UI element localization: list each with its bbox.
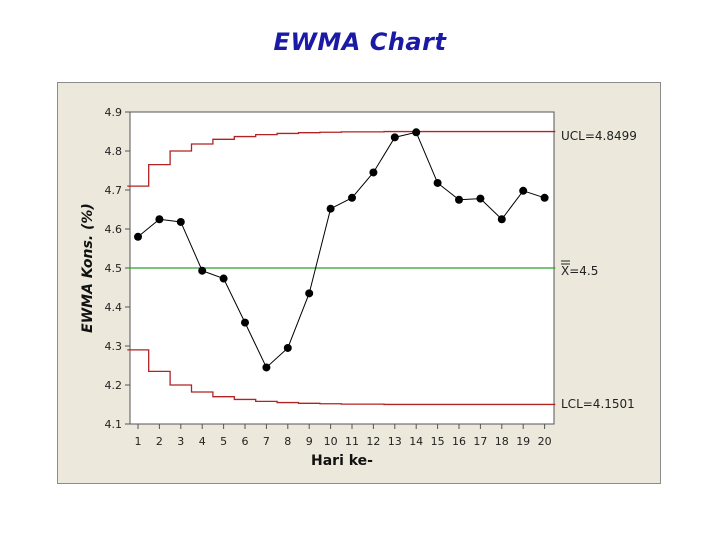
x-tick-label: 8 xyxy=(284,435,291,448)
x-tick-label: 7 xyxy=(263,435,270,448)
x-tick-label: 1 xyxy=(135,435,142,448)
x-tick-label: 20 xyxy=(538,435,552,448)
x-tick-label: 11 xyxy=(345,435,359,448)
ewma-point xyxy=(433,178,442,187)
x-tick-label: 17 xyxy=(473,435,487,448)
y-tick-label: 4.4 xyxy=(105,301,123,314)
x-tick-label: 9 xyxy=(306,435,313,448)
ewma-point xyxy=(476,194,485,203)
x-tick-label: 3 xyxy=(177,435,184,448)
ewma-point xyxy=(540,193,549,202)
ucl-step-line xyxy=(127,130,556,187)
x-tick-label: 10 xyxy=(324,435,338,448)
x-tick-label: 13 xyxy=(388,435,402,448)
ewma-point xyxy=(134,232,142,241)
x-tick-label: 4 xyxy=(199,435,206,448)
x-tick-label: 6 xyxy=(242,435,249,448)
y-tick-label: 4.1 xyxy=(105,418,123,431)
ucl-line xyxy=(127,130,556,187)
y-tick-label: 4.6 xyxy=(105,223,123,236)
y-tick-label: 4.8 xyxy=(105,145,123,158)
lcl-label: LCL=4.1501 xyxy=(561,397,635,411)
center-value: =4.5 xyxy=(569,264,598,278)
y-tick-label: 4.2 xyxy=(105,379,123,392)
lcl-line xyxy=(127,349,556,406)
y-tick-label: 4.5 xyxy=(105,262,123,275)
ewma-point xyxy=(390,133,399,142)
y-tick-label: 4.9 xyxy=(105,106,123,119)
x-tick-label: 5 xyxy=(220,435,227,448)
ucl-label: UCL=4.8499 xyxy=(561,129,637,143)
y-tick-label: 4.3 xyxy=(105,340,123,353)
ewma-point xyxy=(155,215,164,224)
ewma-point xyxy=(412,128,421,137)
ewma-point xyxy=(305,289,314,298)
ewma-point xyxy=(219,274,228,283)
x-tick-label: 12 xyxy=(366,435,380,448)
ewma-point xyxy=(262,363,271,372)
x-tick-label: 15 xyxy=(431,435,445,448)
x-tick-label: 19 xyxy=(516,435,530,448)
ewma-point xyxy=(176,217,185,226)
x-axis-title: Hari ke- xyxy=(311,453,373,469)
ewma-point xyxy=(326,204,335,213)
ewma-point xyxy=(283,343,292,352)
ewma-point xyxy=(519,186,528,195)
y-axis: 4.1 4.2 4.3 4.4 4.5 4.6 4.7 4.8 4.9 xyxy=(105,106,130,431)
x-tick-label: 18 xyxy=(495,435,509,448)
center-label: X=4.5 xyxy=(561,264,598,278)
y-axis-title: EWMA Kons. (%) xyxy=(80,203,96,333)
x-tick-label: 2 xyxy=(156,435,163,448)
ewma-point xyxy=(455,195,463,204)
y-tick-label: 4.7 xyxy=(105,184,123,197)
x-tick-label: 14 xyxy=(409,435,423,448)
ewma-point xyxy=(369,168,378,177)
slide-title: EWMA Chart xyxy=(273,28,447,56)
ewma-series xyxy=(134,128,549,372)
ewma-point xyxy=(198,266,207,275)
ewma-point xyxy=(241,318,249,327)
center-symbol: X xyxy=(561,264,569,278)
x-tick-label: 16 xyxy=(452,435,466,448)
ewma-point xyxy=(497,215,506,224)
ewma-point xyxy=(348,193,356,202)
lcl-step-line xyxy=(127,349,556,406)
x-axis: 1 2 3 4 5 6 7 8 9 10 11 12 13 14 15 16 17 18 19 20 xyxy=(135,424,552,448)
